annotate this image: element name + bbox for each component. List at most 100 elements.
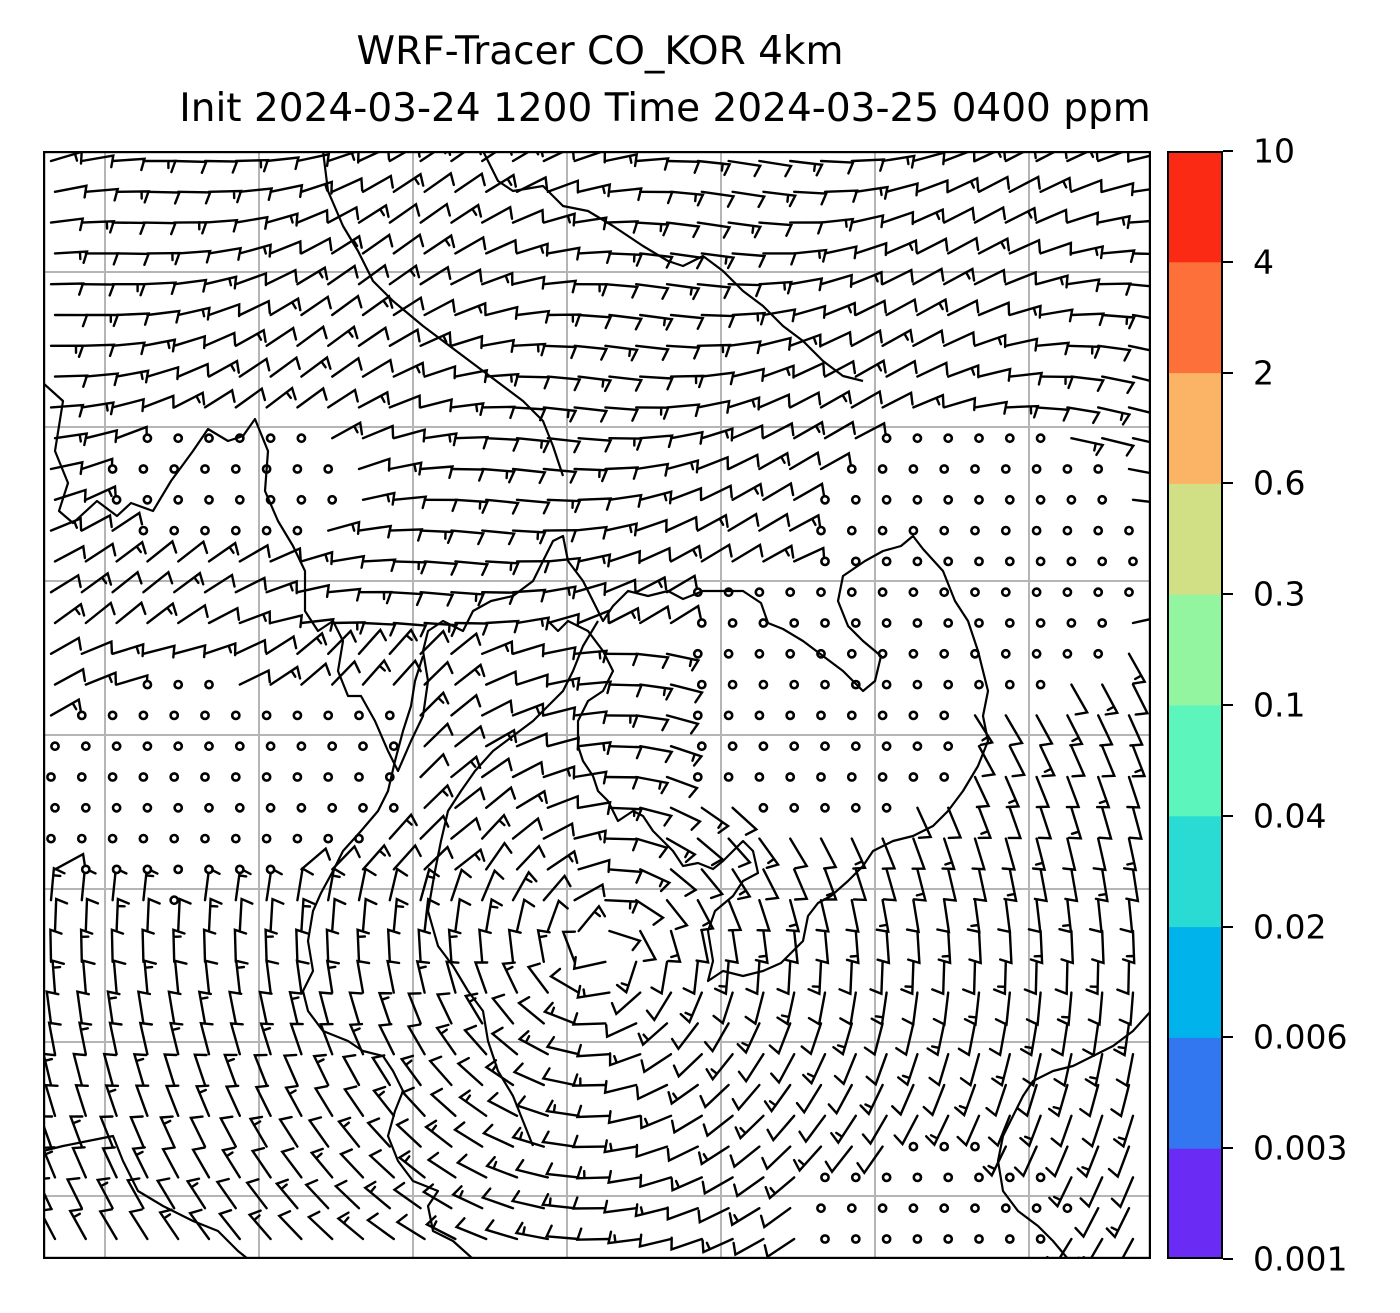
- calm-marker: [230, 464, 241, 474]
- calm-marker: [881, 494, 892, 505]
- colorbar-segments: [1167, 151, 1223, 1259]
- calm-marker: [754, 587, 765, 598]
- calm-marker: [943, 494, 954, 505]
- calm-marker: [142, 494, 153, 505]
- calm-marker: [1062, 648, 1073, 659]
- calm-marker: [1004, 433, 1015, 444]
- calm-marker: [943, 618, 954, 628]
- colorbar-label: 0.04: [1253, 796, 1327, 836]
- calm-marker: [943, 1234, 954, 1244]
- calm-marker: [912, 679, 923, 690]
- calm-marker: [1035, 433, 1046, 444]
- calm-marker: [230, 710, 241, 721]
- calm-marker: [384, 710, 395, 721]
- colorbar-tick-mark: [1223, 925, 1233, 928]
- calm-marker: [138, 710, 149, 721]
- calm-marker: [230, 525, 241, 536]
- calm-marker: [881, 802, 892, 813]
- calm-marker: [1097, 494, 1108, 505]
- calm-marker: [230, 772, 241, 782]
- calm-marker: [173, 864, 184, 875]
- calm-marker: [107, 464, 118, 474]
- calm-marker: [912, 741, 923, 752]
- calm-marker: [234, 802, 245, 813]
- calm-marker: [696, 618, 707, 628]
- calm-marker: [327, 802, 338, 813]
- calm-marker: [1093, 525, 1104, 536]
- calm-marker: [789, 802, 800, 813]
- calm-marker: [1093, 648, 1104, 659]
- calm-marker: [974, 556, 984, 567]
- calm-marker: [1035, 618, 1046, 628]
- calm-marker: [111, 802, 122, 813]
- calm-marker: [261, 833, 272, 844]
- calm-marker: [881, 679, 892, 690]
- colorbar-tick-mark: [1223, 814, 1233, 817]
- calm-marker: [850, 1172, 861, 1183]
- calm-marker: [820, 1172, 830, 1183]
- calm-marker: [943, 556, 954, 567]
- calm-marker: [723, 772, 734, 782]
- calm-marker: [846, 464, 857, 474]
- calm-marker: [939, 525, 950, 536]
- calm-marker: [261, 710, 272, 721]
- calm-marker: [939, 1141, 950, 1152]
- calm-marker: [169, 833, 180, 844]
- calm-marker: [816, 525, 826, 536]
- map-title-line2: Init 2024-03-24 1200 Time 2024-03-25 040…: [179, 86, 1151, 131]
- calm-marker: [80, 741, 91, 752]
- calm-marker: [850, 494, 861, 505]
- map-title-line1: WRF-Tracer CO_KOR 4km: [356, 29, 844, 74]
- calm-marker: [789, 679, 800, 690]
- calm-marker: [939, 648, 950, 659]
- calm-marker: [354, 772, 364, 782]
- calm-marker: [912, 1172, 923, 1183]
- calm-marker: [204, 494, 214, 505]
- calm-marker: [50, 802, 60, 813]
- calm-marker: [877, 772, 888, 782]
- calm-marker: [1000, 648, 1011, 659]
- calm-marker: [881, 741, 892, 752]
- colorbar-tick-mark: [1223, 150, 1233, 152]
- calm-marker: [912, 1234, 923, 1244]
- calm-marker: [908, 772, 919, 782]
- calm-marker: [200, 464, 210, 474]
- calm-marker: [1066, 618, 1077, 628]
- calm-marker: [200, 772, 210, 782]
- colorbar-segment: [1167, 1148, 1223, 1259]
- calm-marker: [912, 494, 923, 505]
- calm-marker: [820, 741, 830, 752]
- calm-marker: [877, 525, 888, 536]
- calm-marker: [696, 679, 707, 690]
- calm-marker: [1031, 1203, 1042, 1214]
- calm-marker: [754, 772, 765, 782]
- calm-marker: [970, 587, 980, 598]
- calm-marker: [970, 1141, 980, 1152]
- calm-marker: [173, 494, 184, 505]
- calm-marker: [173, 802, 184, 813]
- calm-marker: [943, 741, 954, 752]
- calm-marker: [908, 710, 919, 721]
- calm-marker: [692, 772, 703, 782]
- calm-marker: [292, 464, 303, 474]
- colorbar-tick-mark: [1223, 482, 1233, 485]
- calm-marker: [881, 1172, 892, 1183]
- calm-marker: [1031, 587, 1042, 598]
- calm-marker: [234, 864, 245, 875]
- calm-marker: [974, 679, 984, 690]
- calm-marker: [850, 556, 861, 567]
- calm-marker: [261, 525, 272, 536]
- calm-marker: [820, 802, 830, 813]
- calm-marker: [785, 587, 796, 598]
- calm-marker: [292, 710, 303, 721]
- calm-marker: [265, 433, 276, 444]
- calm-marker: [76, 710, 87, 721]
- colorbar-segment: [1167, 594, 1223, 706]
- calm-marker: [327, 741, 338, 752]
- calm-marker: [939, 1203, 950, 1214]
- colorbar-ticks: [1222, 151, 1223, 1259]
- calm-marker: [230, 833, 241, 844]
- wind-barb-map: [43, 151, 1151, 1259]
- calm-marker: [1031, 648, 1042, 659]
- calm-marker: [358, 802, 368, 813]
